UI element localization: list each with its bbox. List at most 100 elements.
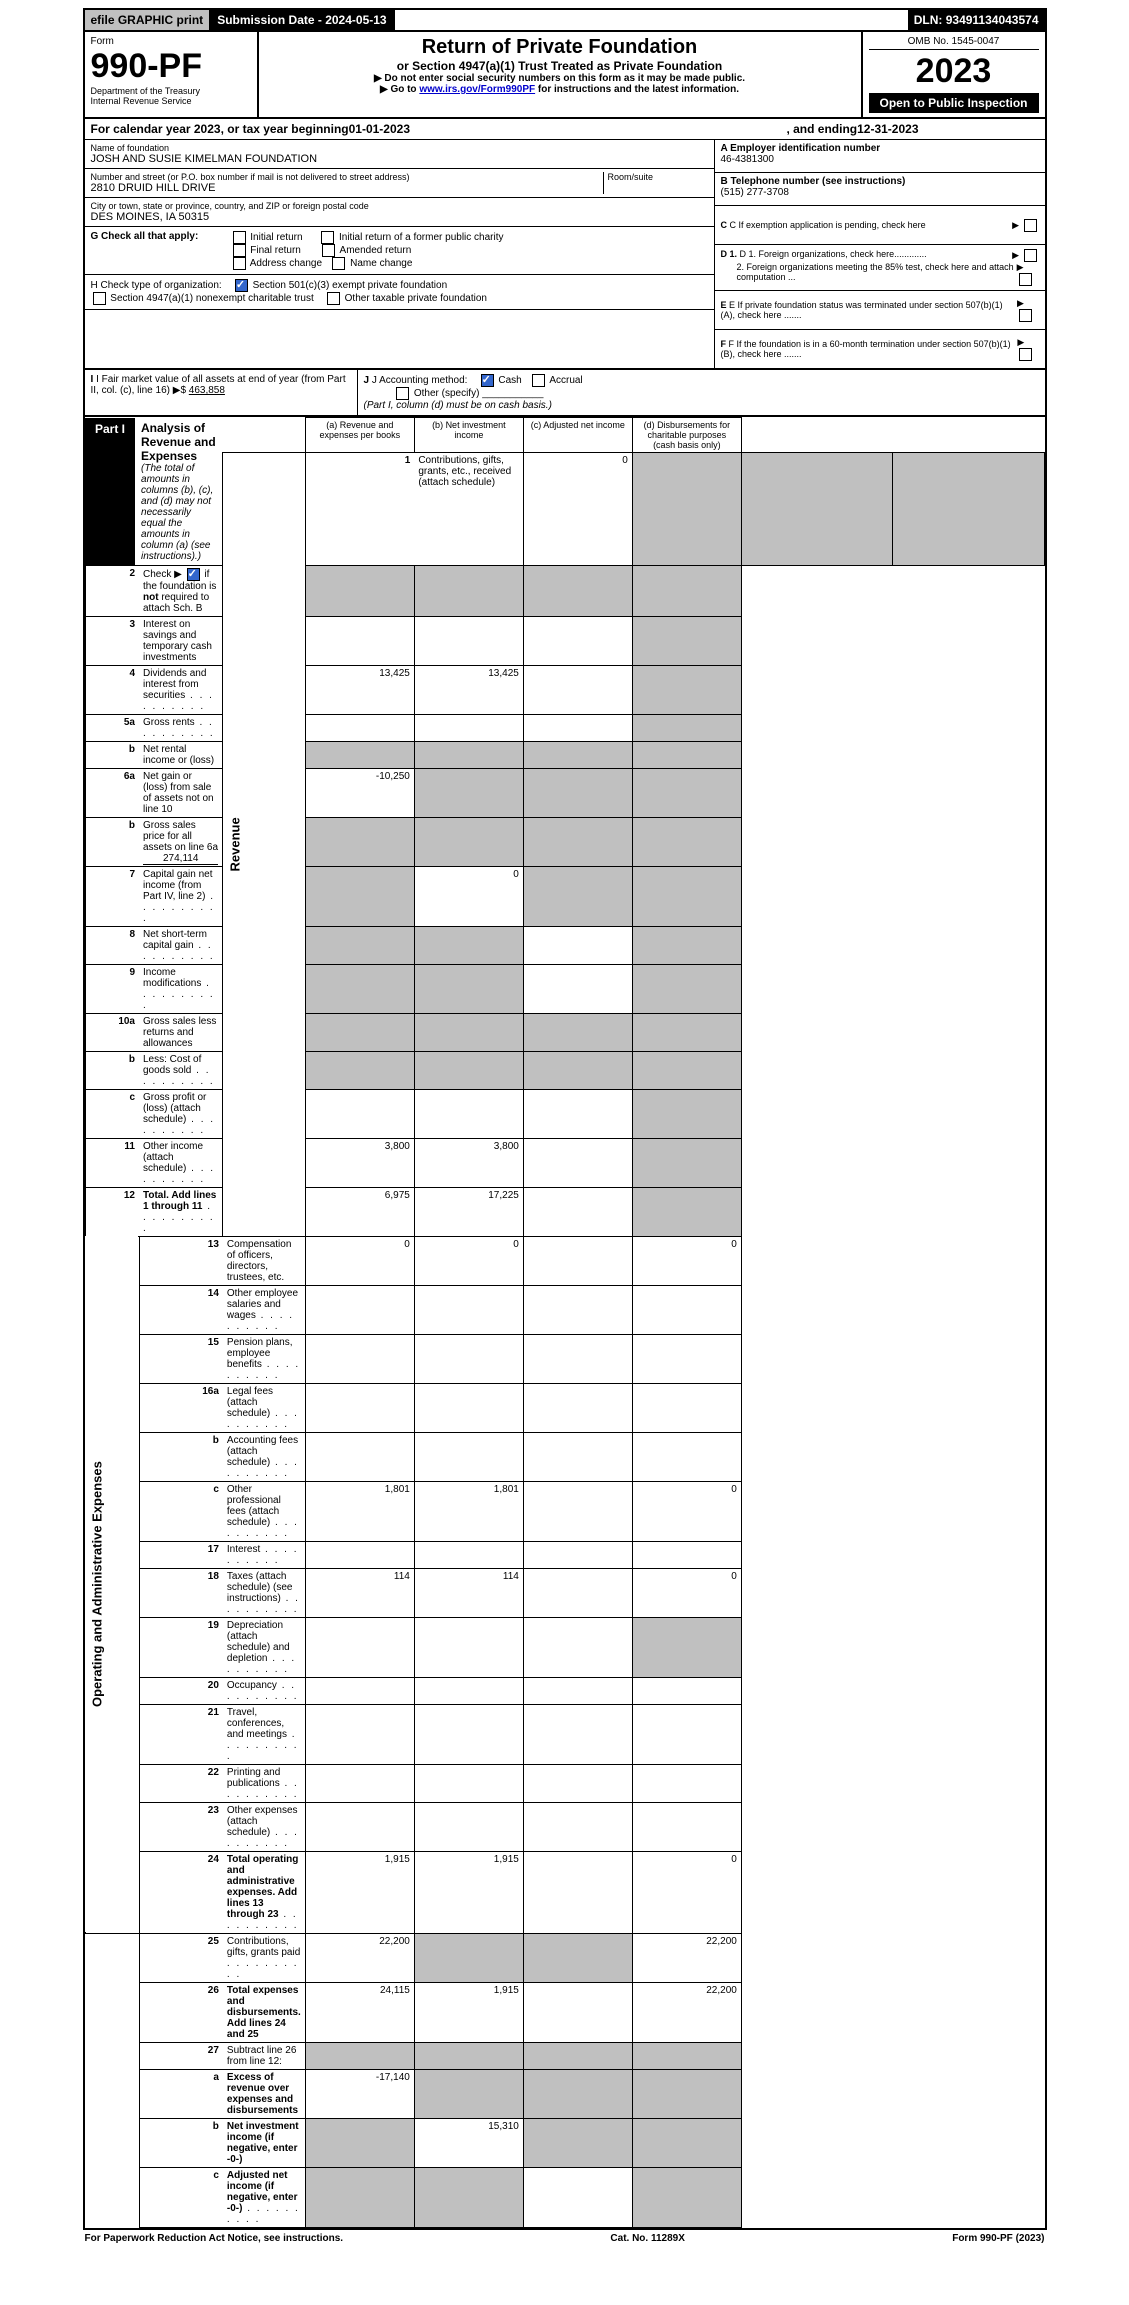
col-d: (d) Disbursements for charitable purpose… xyxy=(632,418,741,453)
side-expenses: Operating and Administrative Expenses xyxy=(85,1236,139,1933)
ein: 46-4381300 xyxy=(721,154,1039,165)
l1a: 0 xyxy=(523,453,632,566)
irs: Internal Revenue Service xyxy=(91,96,251,106)
room-label: Room/suite xyxy=(608,172,708,182)
footer-right: Form 990-PF (2023) xyxy=(952,2233,1044,2244)
efile-label[interactable]: efile GRAPHIC print xyxy=(85,10,212,30)
ln: 1 xyxy=(305,453,414,566)
phone: (515) 277-3708 xyxy=(721,187,1039,198)
check-sch-b[interactable] xyxy=(187,568,200,581)
check-other-acct[interactable] xyxy=(396,387,409,400)
table-row: 15 Pension plans, employee benefits xyxy=(85,1334,1044,1383)
cal-end: 12-31-2023 xyxy=(857,122,918,136)
header-left: Form 990-PF Department of the Treasury I… xyxy=(85,32,259,117)
open-public: Open to Public Inspection xyxy=(869,93,1039,113)
check-d1[interactable] xyxy=(1024,249,1037,262)
g-checks: G Check all that apply: Initial return I… xyxy=(85,227,714,275)
form-subtitle: or Section 4947(a)(1) Trust Treated as P… xyxy=(263,59,857,73)
table-row: 27 Subtract line 26 from line 12: xyxy=(85,2042,1044,2069)
table-row: 16a Legal fees (attach schedule) xyxy=(85,1383,1044,1432)
header-right: OMB No. 1545-0047 2023 Open to Public In… xyxy=(861,32,1045,117)
table-row: 21 Travel, conferences, and meetings xyxy=(85,1704,1044,1764)
g-opt-3: Initial return of a former public charit… xyxy=(339,232,504,243)
a-label: A Employer identification number xyxy=(721,143,881,154)
instr2-pre: ▶ Go to xyxy=(380,84,419,95)
check-4947[interactable] xyxy=(93,292,106,305)
g-opt-2: Address change xyxy=(250,258,322,269)
check-accrual[interactable] xyxy=(532,374,545,387)
city-cell: City or town, state or province, country… xyxy=(85,198,714,227)
check-initial[interactable] xyxy=(233,231,246,244)
check-f[interactable] xyxy=(1019,348,1032,361)
side-revenue: Revenue xyxy=(223,453,305,1237)
addr-cell: Number and street (or P.O. box number if… xyxy=(85,169,714,198)
d2-label: 2. Foreign organizations meeting the 85%… xyxy=(737,262,1017,286)
instr-2: ▶ Go to www.irs.gov/Form990PF for instru… xyxy=(263,84,857,95)
g-label: G Check all that apply: xyxy=(91,231,199,242)
city: DES MOINES, IA 50315 xyxy=(91,211,708,223)
addr-label: Number and street (or P.O. box number if… xyxy=(91,172,603,182)
table-row: c Adjusted net income (if negative, ente… xyxy=(85,2167,1044,2227)
col-c: (c) Adjusted net income xyxy=(523,418,632,453)
table-row: 20 Occupancy xyxy=(85,1677,1044,1704)
g-opt-5: Name change xyxy=(350,258,412,269)
table-row: 23 Other expenses (attach schedule) xyxy=(85,1802,1044,1851)
check-initial-former[interactable] xyxy=(321,231,334,244)
city-label: City or town, state or province, country… xyxy=(91,201,708,211)
cal-pre: For calendar year 2023, or tax year begi… xyxy=(91,122,349,136)
e-label: E If private foundation status was termi… xyxy=(721,300,1003,320)
check-final[interactable] xyxy=(233,244,246,257)
check-cash[interactable] xyxy=(481,374,494,387)
foundation-name: JOSH AND SUSIE KIMELMAN FOUNDATION xyxy=(91,153,708,165)
top-bar: efile GRAPHIC print Submission Date - 20… xyxy=(85,10,1045,32)
omb: OMB No. 1545-0047 xyxy=(869,36,1039,50)
table-row: 24 Total operating and administrative ex… xyxy=(85,1851,1044,1933)
table-row: b Net investment income (if negative, en… xyxy=(85,2118,1044,2167)
j-other: Other (specify) xyxy=(414,388,480,399)
check-e[interactable] xyxy=(1019,309,1032,322)
check-other-taxable[interactable] xyxy=(327,292,340,305)
check-name-change[interactable] xyxy=(332,257,345,270)
part-label: Part I xyxy=(85,418,135,565)
j-label: J Accounting method: xyxy=(372,375,468,386)
g-opt-1: Final return xyxy=(250,245,301,256)
table-row: b Accounting fees (attach schedule) xyxy=(85,1432,1044,1481)
g-opt-0: Initial return xyxy=(250,232,302,243)
table-row: a Excess of revenue over expenses and di… xyxy=(85,2069,1044,2118)
b-label: B Telephone number (see instructions) xyxy=(721,176,906,187)
check-address[interactable] xyxy=(233,257,246,270)
c-row: C C If exemption application is pending,… xyxy=(715,206,1045,245)
j-cash: Cash xyxy=(498,375,521,386)
part-title: Analysis of Revenue and Expenses (The to… xyxy=(135,418,222,565)
h2: Section 4947(a)(1) nonexempt charitable … xyxy=(110,293,313,304)
name-label: Name of foundation xyxy=(91,143,708,153)
j-note: (Part I, column (d) must be on cash basi… xyxy=(364,400,552,411)
c-label: C If exemption application is pending, c… xyxy=(730,220,926,230)
i-val: 463,858 xyxy=(189,385,225,396)
g-opt-4: Amended return xyxy=(340,245,412,256)
check-501c3[interactable] xyxy=(235,279,248,292)
grey xyxy=(632,453,741,566)
address: 2810 DRUID HILL DRIVE xyxy=(91,182,603,194)
info-right: A Employer identification number 46-4381… xyxy=(714,140,1045,368)
form-link[interactable]: www.irs.gov/Form990PF xyxy=(419,84,535,95)
analysis-table: Part I Analysis of Revenue and Expenses … xyxy=(85,417,1045,2228)
header-center: Return of Private Foundation or Section … xyxy=(259,32,861,117)
table-row: c Other professional fees (attach schedu… xyxy=(85,1481,1044,1541)
check-d2[interactable] xyxy=(1019,273,1032,286)
cal-begin: 01-01-2023 xyxy=(349,122,410,136)
footer: For Paperwork Reduction Act Notice, see … xyxy=(79,2230,1051,2247)
check-c[interactable] xyxy=(1024,219,1037,232)
part-title-main: Analysis of Revenue and Expenses xyxy=(141,421,216,463)
table-row: Revenue 1 Contributions, gifts, grants, … xyxy=(85,453,1044,566)
table-row: Operating and Administrative Expenses 13… xyxy=(85,1236,1044,1285)
info-left: Name of foundation JOSH AND SUSIE KIMELM… xyxy=(85,140,714,368)
header: Form 990-PF Department of the Treasury I… xyxy=(85,32,1045,119)
i-j-row: I I Fair market value of all assets at e… xyxy=(85,370,1045,417)
check-amended[interactable] xyxy=(322,244,335,257)
table-row: 14 Other employee salaries and wages xyxy=(85,1285,1044,1334)
table-row: 25 Contributions, gifts, grants paid 22,… xyxy=(85,1933,1044,1982)
col-b: (b) Net investment income xyxy=(414,418,523,453)
h-checks: H Check type of organization: Section 50… xyxy=(85,275,714,310)
part-title-note: (The total of amounts in columns (b), (c… xyxy=(141,463,213,562)
